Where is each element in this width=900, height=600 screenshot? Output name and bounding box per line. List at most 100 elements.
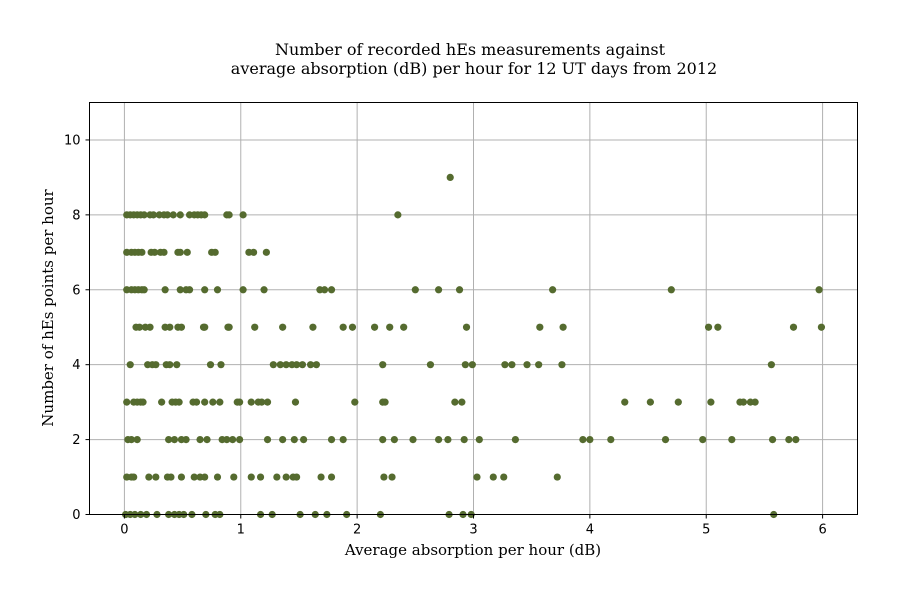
data-point: [177, 473, 186, 481]
data-point: [140, 211, 148, 219]
data-point: [201, 473, 209, 481]
x-axis-label: Average absorption per hour (dB): [344, 541, 601, 559]
data-point: [127, 435, 135, 444]
y-tick-label: 0: [72, 508, 80, 523]
data-point: [489, 473, 497, 481]
data-point: [139, 398, 147, 406]
data-point: [379, 435, 387, 444]
data-point: [152, 361, 160, 369]
data-point: [553, 473, 561, 481]
data-point: [536, 323, 544, 331]
data-point: [135, 323, 144, 331]
data-point: [247, 398, 255, 406]
data-point: [236, 435, 244, 444]
data-point: [379, 361, 387, 369]
data-point: [176, 286, 184, 294]
data-point: [206, 361, 215, 369]
data-point: [607, 435, 615, 444]
data-point: [151, 248, 159, 256]
x-tick-label: 2: [353, 523, 361, 538]
data-point: [434, 435, 443, 444]
data-point: [475, 435, 483, 444]
data-point: [390, 435, 398, 444]
data-point: [126, 361, 134, 369]
data-point: [282, 473, 290, 481]
data-point: [559, 323, 567, 331]
data-point: [451, 398, 459, 406]
data-point: [511, 435, 519, 444]
data-point: [229, 435, 237, 444]
data-point: [269, 361, 277, 369]
data-point: [707, 398, 715, 406]
data-point: [213, 286, 222, 294]
data-point: [523, 361, 531, 369]
data-point: [163, 211, 172, 219]
data-point: [239, 211, 247, 219]
data-point: [138, 248, 146, 256]
y-tick-label: 10: [64, 133, 81, 148]
data-point: [704, 323, 713, 331]
data-point: [317, 473, 325, 481]
data-point: [167, 473, 175, 481]
data-point: [166, 361, 174, 369]
data-point: [739, 398, 748, 406]
y-tick-label: 4: [72, 358, 80, 373]
data-point: [211, 248, 219, 256]
data-point: [327, 286, 336, 294]
axis-ticks: 0 1 2 3 4 5 6 0 2 4 6 8 10: [64, 133, 827, 537]
data-point: [817, 323, 826, 331]
data-point: [792, 435, 800, 444]
data-point: [370, 323, 379, 331]
data-point: [339, 435, 347, 444]
chart-title-line-2: average absorption (dB) per hour for 12 …: [231, 59, 717, 78]
data-point: [185, 286, 194, 294]
data-point: [501, 361, 509, 369]
data-point: [290, 435, 298, 444]
data-point: [306, 361, 315, 369]
data-point: [767, 361, 775, 369]
data-point: [177, 323, 186, 331]
data-point: [446, 173, 454, 182]
data-point: [291, 398, 300, 406]
data-point: [751, 398, 759, 406]
data-point: [260, 286, 268, 294]
data-point: [170, 435, 179, 444]
data-point: [312, 361, 321, 369]
data-point: [209, 398, 217, 406]
data-point: [183, 248, 191, 256]
data-point: [279, 435, 287, 444]
data-point: [176, 211, 184, 219]
data-point: [152, 473, 160, 481]
y-axis-label: Number of hEs points per hour: [39, 188, 57, 426]
data-point: [339, 323, 347, 331]
data-point: [579, 435, 587, 444]
data-point: [380, 473, 388, 481]
x-tick-label: 1: [237, 523, 245, 538]
y-tick-label: 8: [72, 208, 80, 223]
data-point: [201, 211, 209, 219]
data-point: [247, 473, 255, 481]
data-point: [258, 398, 266, 406]
data-point: [785, 435, 793, 444]
data-point: [249, 248, 258, 256]
data-point: [263, 398, 272, 406]
data-point: [473, 473, 481, 481]
data-point: [217, 361, 225, 369]
x-tick-label: 6: [818, 523, 826, 538]
data-point: [298, 361, 307, 369]
data-point: [293, 473, 301, 481]
data-point: [190, 473, 198, 481]
data-point: [674, 398, 682, 406]
data-point: [714, 323, 722, 331]
data-point: [461, 361, 469, 369]
y-tick-label: 2: [72, 433, 80, 448]
data-point: [213, 473, 222, 481]
data-point: [273, 473, 281, 481]
data-point: [201, 398, 209, 406]
data-point: [192, 398, 201, 406]
data-point: [262, 248, 270, 256]
data-point: [149, 211, 158, 219]
x-tick-label: 5: [702, 523, 710, 538]
data-point: [348, 323, 357, 331]
